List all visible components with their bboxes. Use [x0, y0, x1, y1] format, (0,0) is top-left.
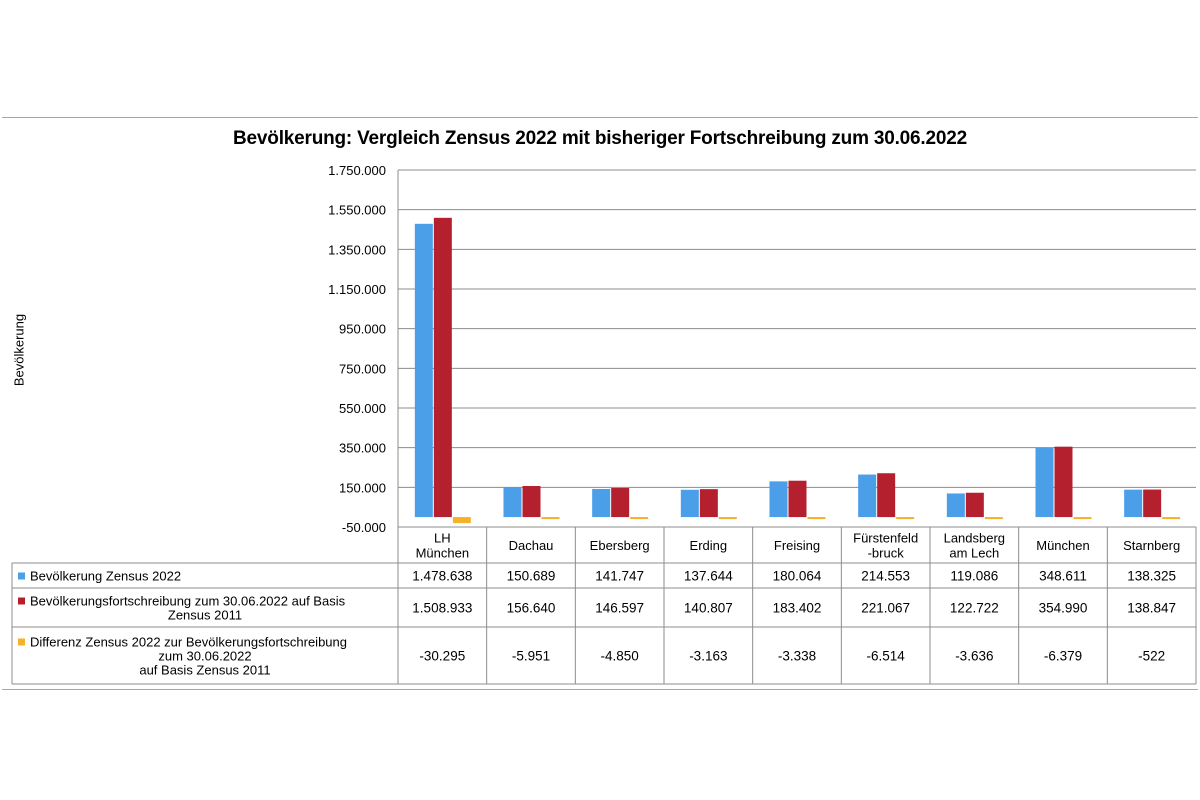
data-label: 221.067: [861, 601, 910, 616]
legend-key: [18, 638, 25, 646]
data-label: -6.379: [1044, 649, 1082, 664]
data-label: -3.163: [689, 649, 727, 664]
bar: [1035, 447, 1054, 518]
y-tick-label: 150.000: [339, 480, 386, 495]
bar: [965, 492, 984, 518]
data-label: -30.295: [419, 649, 465, 664]
y-tick-label: 1.750.000: [328, 163, 386, 178]
data-label: 140.807: [684, 601, 733, 616]
y-tick-label: -50.000: [342, 520, 386, 535]
y-tick-label: 350.000: [339, 441, 386, 456]
legend-key: [18, 597, 25, 605]
data-label: 1.508.933: [412, 601, 472, 616]
legend-label: Bevölkerung Zensus 2022: [30, 569, 181, 584]
x-tick-label: Erding: [690, 538, 728, 553]
bar: [503, 487, 522, 518]
data-label: 156.640: [507, 601, 556, 616]
x-tick-label: München: [416, 546, 469, 561]
bar: [541, 517, 560, 520]
x-tick-label: Dachau: [509, 538, 554, 553]
data-label: 119.086: [950, 569, 998, 584]
bar: [699, 489, 718, 518]
x-tick-label: Landsberg: [944, 531, 1005, 546]
data-label: 122.722: [950, 601, 999, 616]
bar: [1162, 517, 1181, 520]
data-label: -6.514: [867, 649, 906, 664]
legend-label: Zensus 2011: [168, 608, 242, 623]
bar: [807, 517, 826, 520]
bar: [414, 223, 433, 518]
bar: [896, 517, 915, 520]
data-label: 150.689: [507, 569, 556, 584]
data-label: 354.990: [1039, 601, 1088, 616]
data-label: 141.747: [595, 569, 644, 584]
bar: [1073, 517, 1092, 520]
data-label: 214.553: [861, 569, 910, 584]
bar: [1124, 489, 1143, 518]
bar: [630, 517, 649, 520]
bar: [946, 493, 965, 518]
chart-title: Bevölkerung: Vergleich Zensus 2022 mit b…: [233, 128, 967, 149]
data-label: 1.478.638: [412, 569, 472, 584]
bar: [718, 517, 737, 520]
legend-label: zum 30.06.2022: [158, 649, 251, 664]
bar: [611, 488, 630, 518]
y-tick-label: 750.000: [339, 361, 386, 376]
data-label: 348.611: [1039, 569, 1087, 584]
legend-label: Bevölkerungsfortschreibung zum 30.06.202…: [30, 594, 346, 609]
data-label: 138.847: [1127, 601, 1176, 616]
bar: [1054, 446, 1073, 518]
legend-key: [18, 572, 25, 580]
bar: [877, 473, 896, 518]
y-tick-label: 950.000: [339, 322, 386, 337]
bar: [788, 480, 807, 518]
data-label: 138.325: [1127, 569, 1176, 584]
bar: [769, 481, 788, 518]
data-label: 180.064: [773, 569, 822, 584]
data-label: 146.597: [595, 601, 644, 616]
x-tick-label: Ebersberg: [590, 538, 650, 553]
bar: [858, 474, 877, 518]
legend-label: auf Basis Zensus 2011: [139, 663, 270, 678]
data-label: 183.402: [773, 601, 822, 616]
bar: [452, 517, 471, 524]
x-tick-label: Fürstenfeld: [853, 531, 918, 546]
chart-frame: [2, 117, 1198, 690]
x-tick-label: am Lech: [949, 546, 999, 561]
y-tick-label: 1.550.000: [328, 203, 386, 218]
y-tick-label: 550.000: [339, 401, 386, 416]
bar: [522, 486, 541, 518]
bar: [1143, 489, 1162, 518]
data-label: -3.338: [778, 649, 816, 664]
x-tick-label: Starnberg: [1123, 538, 1180, 553]
x-tick-label: Freising: [774, 538, 820, 553]
x-tick-label: München: [1036, 538, 1089, 553]
data-label: -3.636: [955, 649, 993, 664]
data-label: -5.951: [512, 649, 550, 664]
y-tick-label: 1.150.000: [328, 282, 386, 297]
data-label: -522: [1138, 649, 1165, 664]
x-tick-label: -bruck: [868, 546, 905, 561]
bar: [433, 217, 452, 518]
legend-label: Differenz Zensus 2022 zur Bevölkerungsfo…: [30, 635, 347, 650]
y-tick-label: 1.350.000: [328, 242, 386, 257]
bar: [592, 488, 611, 518]
data-label: 137.644: [684, 569, 733, 584]
bar: [984, 517, 1003, 520]
x-tick-label: LH: [434, 531, 451, 546]
bar: [680, 489, 699, 518]
data-label: -4.850: [601, 649, 639, 664]
